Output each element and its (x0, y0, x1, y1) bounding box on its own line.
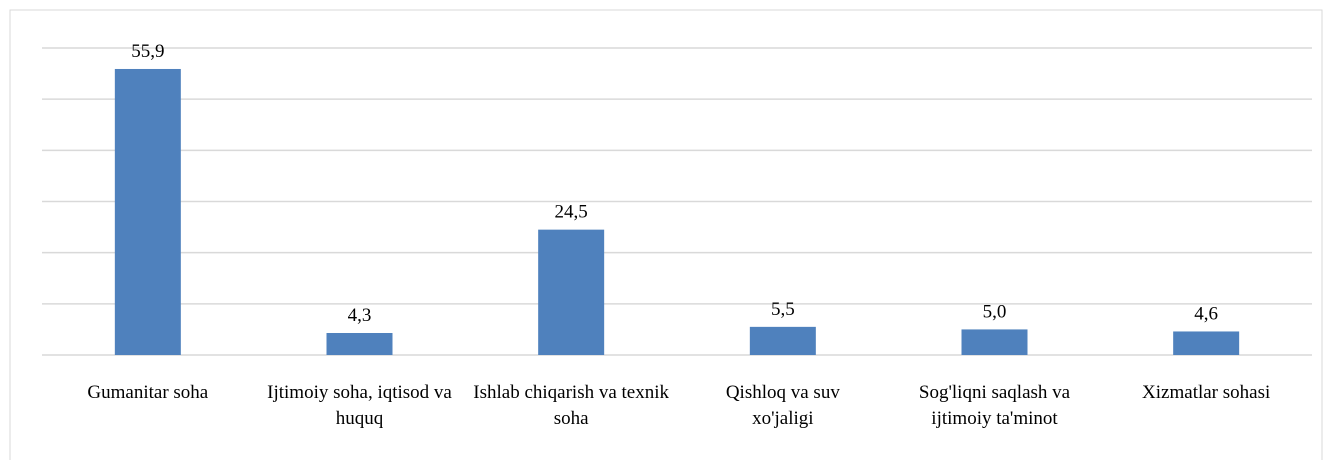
data-label: 5,0 (983, 301, 1007, 322)
data-label: 5,5 (771, 299, 795, 320)
data-label: 24,5 (555, 202, 588, 223)
bar (749, 326, 816, 355)
bar (326, 332, 393, 355)
x-tick-label: Qishloq va suv xo'jaligi (725, 382, 840, 429)
x-tick-label: Ijtimoiy soha, iqtisod va huquq (267, 382, 452, 429)
x-tick-label: Sog'liqni saqlash va ijtimoiy ta'minot (918, 382, 1071, 429)
bar (1173, 331, 1240, 355)
bar (961, 329, 1028, 355)
bar (114, 68, 181, 355)
chart-frame (9, 9, 1323, 460)
x-tick-label: Gumanitar soha (87, 382, 209, 403)
data-label: 4,6 (1194, 303, 1218, 324)
data-label: 55,9 (131, 41, 164, 62)
x-tick-label: Xizmatlar sohasi (1142, 382, 1271, 403)
x-tick-label: Ishlab chiqarish va texnik soha (473, 382, 670, 429)
bar (538, 229, 605, 355)
data-label: 4,3 (348, 305, 372, 326)
